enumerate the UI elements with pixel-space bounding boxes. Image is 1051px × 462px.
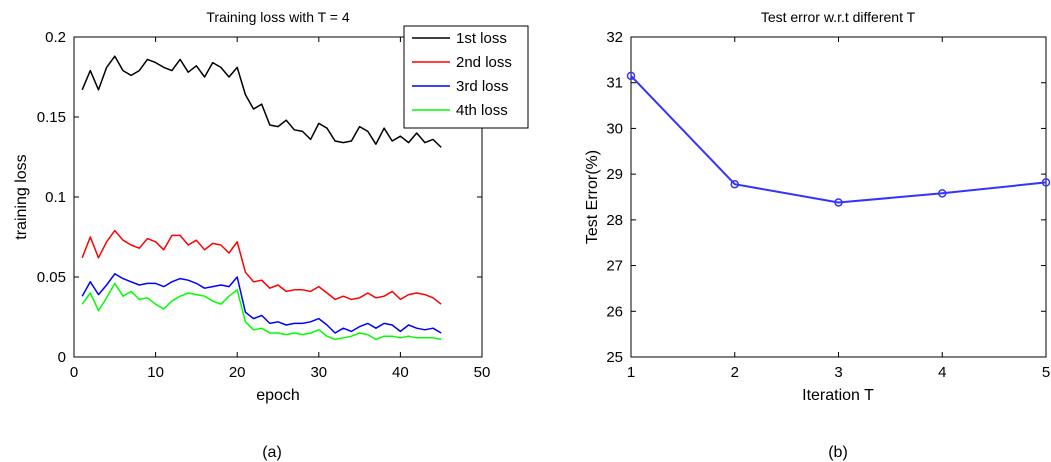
chart-b-title: Test error w.r.t different T	[761, 9, 916, 25]
chart-b-caption: (b)	[828, 444, 848, 461]
chart-b-plot-area	[630, 36, 1047, 358]
a-xtick-label: 40	[392, 364, 409, 381]
chart-b-series	[626, 71, 1051, 207]
a-ytick-label: 0.1	[45, 189, 66, 206]
b-ytick-label: 32	[606, 29, 623, 46]
a-xtick-label: 10	[147, 364, 164, 381]
b-ytick-label: 29	[606, 166, 623, 183]
a-series-line-3	[81, 273, 442, 334]
b-data-point	[834, 198, 843, 207]
b-data-point	[1041, 178, 1051, 187]
b-xtick-label: 2	[731, 364, 739, 381]
b-xtick-label: 4	[938, 364, 946, 381]
b-series-line-1	[630, 75, 1047, 204]
b-ytick-label: 26	[606, 303, 623, 320]
b-data-point	[730, 179, 739, 189]
chart-test-error: Test error w.r.t different T Iteration T…	[584, 9, 1051, 461]
a-legend-label-1: 1st loss	[456, 30, 507, 47]
chart-a-series	[81, 55, 442, 341]
b-ytick-label: 31	[606, 75, 623, 92]
b-ytick-label: 25	[606, 349, 623, 366]
b-ytick-label: 28	[606, 212, 623, 229]
a-series-line-4	[81, 282, 442, 341]
a-series-line-1	[81, 55, 442, 148]
a-ytick-label: 0.2	[45, 29, 66, 46]
a-xtick-label: 30	[310, 364, 327, 381]
a-xtick-label: 0	[70, 364, 78, 381]
b-xtick-label: 1	[627, 364, 635, 381]
b-xtick-label: 5	[1042, 364, 1050, 381]
chart-a-y-ticks: 0 0.05 0.1 0.15 0.2	[37, 29, 482, 366]
chart-training-loss: Training loss with T = 4 epoch training …	[13, 9, 529, 461]
b-data-point	[626, 71, 636, 81]
chart-b-y-ticks: 25 26 27 28 29 30 31 32	[606, 29, 1046, 366]
a-legend-label-4: 4th loss	[456, 102, 508, 119]
chart-b-xlabel: Iteration T	[802, 387, 874, 404]
chart-b-x-ticks: 1 2 3 4 5	[627, 37, 1050, 381]
chart-a-xlabel: epoch	[256, 387, 300, 404]
a-xtick-label: 20	[229, 364, 246, 381]
a-ytick-label: 0.05	[37, 269, 66, 286]
a-legend-label-3: 3rd loss	[456, 78, 509, 95]
chart-a-caption: (a)	[262, 444, 282, 461]
chart-a-ylabel: training loss	[13, 154, 30, 239]
a-xtick-label: 50	[474, 364, 491, 381]
b-xtick-label: 3	[834, 364, 842, 381]
chart-a-title: Training loss with T = 4	[206, 9, 350, 25]
b-ytick-label: 30	[606, 120, 623, 137]
chart-b-ylabel: Test Error(%)	[584, 150, 601, 244]
a-ytick-label: 0	[58, 349, 66, 366]
a-legend-label-2: 2nd loss	[456, 54, 512, 71]
a-ytick-label: 0.15	[37, 109, 66, 126]
a-series-line-2	[81, 229, 442, 305]
b-data-point	[938, 189, 947, 198]
chart-a-legend: 1st loss 2nd loss 3rd loss 4th loss	[403, 25, 529, 129]
b-ytick-label: 27	[606, 258, 623, 275]
chart-a-legend-box	[403, 25, 529, 129]
